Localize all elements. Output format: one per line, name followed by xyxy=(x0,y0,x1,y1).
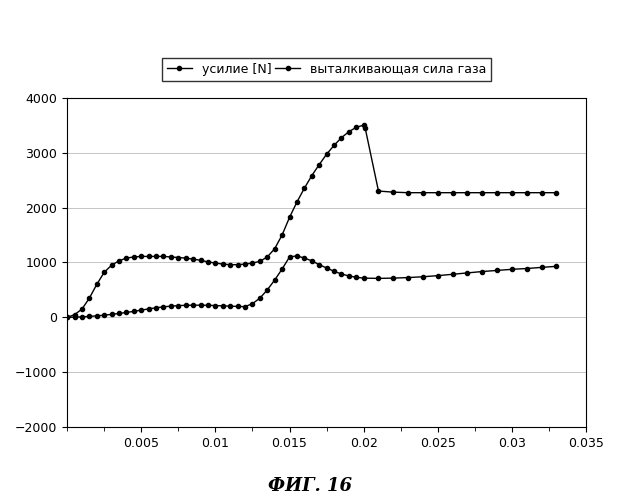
выталкивающая сила газа xyxy=(308,258,316,264)
выталкивающая сила газа xyxy=(338,271,345,277)
Line: усилие [N]: усилие [N] xyxy=(65,123,558,320)
усилие [N] xyxy=(538,190,545,196)
выталкивающая сила газа xyxy=(293,253,301,259)
Line: выталкивающая сила газа: выталкивающая сила газа xyxy=(65,254,558,320)
Text: ФИГ. 16: ФИГ. 16 xyxy=(267,477,352,495)
выталкивающая сила газа xyxy=(130,308,137,314)
усилие [N] xyxy=(478,190,486,196)
усилие [N] xyxy=(108,262,115,268)
выталкивающая сила газа xyxy=(279,266,286,272)
усилие [N] xyxy=(212,260,219,266)
выталкивающая сила газа xyxy=(553,264,560,270)
усилие [N] xyxy=(360,122,367,128)
усилие [N] xyxy=(63,314,71,320)
выталкивающая сила газа xyxy=(212,302,219,308)
Legend: усилие [N], выталкивающая сила газа: усилие [N], выталкивающая сила газа xyxy=(162,58,491,81)
усилие [N] xyxy=(553,190,560,196)
усилие [N] xyxy=(137,254,145,260)
выталкивающая сила газа xyxy=(63,314,71,320)
усилие [N] xyxy=(160,254,167,260)
выталкивающая сила газа xyxy=(301,255,308,261)
